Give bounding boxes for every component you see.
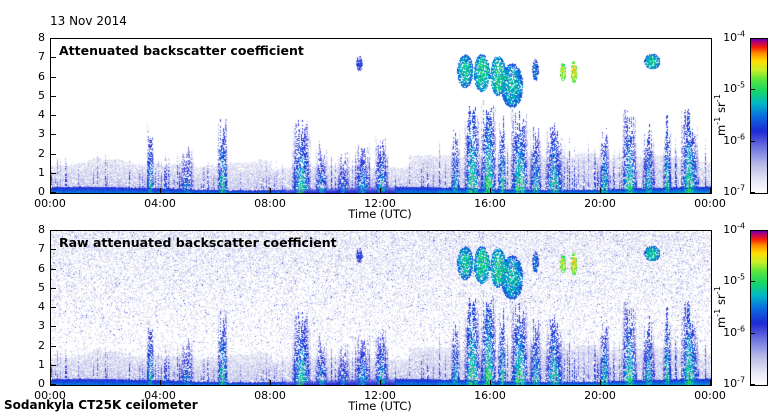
colorbar-unit-text-bottom: m-1 sr-1 (712, 285, 729, 329)
x-tick-label: 00:00 (34, 389, 66, 402)
colorbar-tick-mark (751, 230, 755, 231)
colorbar-unit-text-top: m-1 sr-1 (712, 93, 729, 137)
y-tick-mark (51, 173, 56, 174)
x-tick-mark (380, 188, 381, 193)
y-tick-mark (51, 115, 56, 116)
x-tick-label: 00:00 (694, 389, 726, 402)
y-tick-label: 3 (38, 127, 45, 141)
x-tick-mark (50, 188, 51, 193)
y-tick-label: 6 (38, 261, 45, 275)
y-tick-mark (51, 288, 56, 289)
x-tick-mark (600, 380, 601, 385)
y-tick-label: 8 (38, 223, 45, 236)
y-tick-mark (51, 230, 56, 231)
y-tick-label: 7 (38, 50, 45, 64)
colorbar-tick-label: 10-4 (723, 29, 745, 44)
y-tick-label: 2 (38, 146, 45, 160)
x-tick-label: 20:00 (584, 197, 616, 210)
y-tick-label: 5 (38, 88, 45, 102)
colorbar-tick-mark (751, 89, 755, 90)
x-tick-label: 12:00 (364, 389, 396, 402)
panel-attenuated-backscatter: Attenuated backscatter coefficient (50, 38, 712, 194)
y-tick-mark (51, 57, 56, 58)
y-tick-label: 0 (38, 185, 45, 198)
footer-caption: Sodankyla CT25K ceilometer (4, 398, 198, 412)
y-tick-mark (51, 249, 56, 250)
y-tick-mark (51, 365, 56, 366)
y-tick-label: 7 (38, 242, 45, 256)
y-tick-mark (51, 269, 56, 270)
colorbar-gradient-top (751, 39, 767, 193)
x-tick-mark (270, 188, 271, 193)
colorbar-bottom (750, 230, 768, 386)
x-tick-label: 08:00 (254, 389, 286, 402)
y-tick-label: 1 (38, 357, 45, 371)
y-tick-mark (51, 77, 56, 78)
x-tick-label: 00:00 (694, 197, 726, 210)
y-tick-mark (51, 38, 56, 39)
colorbar-tick-label: 10-5 (723, 80, 745, 96)
x-tick-mark (50, 380, 51, 385)
colorbar-tick-mark (751, 384, 755, 385)
colorbar-tick-label: 10-4 (723, 221, 745, 236)
x-axis-title-bottom: Time (UTC) (348, 399, 412, 413)
x-tick-mark (160, 188, 161, 193)
x-tick-mark (380, 380, 381, 385)
x-tick-label: 16:00 (474, 389, 506, 402)
y-tick-label: 2 (38, 338, 45, 352)
x-axis-title-top: Time (UTC) (348, 207, 412, 221)
y-tick-label: 4 (38, 108, 45, 121)
colorbar-tick-mark (751, 141, 755, 142)
y-tick-mark (51, 307, 56, 308)
y-tick-mark (51, 192, 56, 193)
colorbar-tick-label: 10-5 (723, 272, 745, 288)
panel-raw-attenuated-backscatter: Raw attenuated backscatter coefficient (50, 230, 712, 386)
x-tick-label: 08:00 (254, 197, 286, 210)
x-tick-label: 20:00 (584, 389, 616, 402)
x-tick-mark (490, 380, 491, 385)
y-tick-mark (51, 346, 56, 347)
y-tick-label: 4 (38, 300, 45, 313)
x-tick-mark (600, 188, 601, 193)
colorbar-tick-label: 10-7 (723, 375, 745, 390)
y-tick-mark (51, 154, 56, 155)
colorbar-tick-mark (751, 281, 755, 282)
y-tick-mark (51, 134, 56, 135)
y-tick-label: 8 (38, 31, 45, 44)
x-tick-mark (270, 380, 271, 385)
colorbar-tick-label: 10-6 (723, 324, 745, 339)
colorbar-tick-mark (751, 38, 755, 39)
colorbar-unit-top: m-1 sr-1 (712, 93, 729, 137)
x-tick-mark (710, 188, 711, 193)
colorbar-tick-label: 10-6 (723, 132, 745, 147)
y-tick-label: 5 (38, 280, 45, 294)
heatmap-canvas-raw (51, 231, 711, 385)
colorbar-gradient-bottom (751, 231, 767, 385)
y-tick-mark (51, 326, 56, 327)
x-tick-mark (490, 188, 491, 193)
y-tick-label: 3 (38, 319, 45, 333)
x-tick-mark (710, 380, 711, 385)
x-tick-label: 04:00 (144, 389, 176, 402)
colorbar-top (750, 38, 768, 194)
y-tick-mark (51, 384, 56, 385)
y-tick-mark (51, 96, 56, 97)
x-tick-label: 00:00 (34, 197, 66, 210)
x-tick-label: 16:00 (474, 197, 506, 210)
y-tick-label: 6 (38, 69, 45, 83)
colorbar-tick-mark (751, 192, 755, 193)
y-tick-label: 1 (38, 165, 45, 179)
x-tick-mark (160, 380, 161, 385)
x-tick-label: 04:00 (144, 197, 176, 210)
colorbar-unit-bottom: m-1 sr-1 (712, 285, 729, 329)
heatmap-canvas-attenuated (51, 39, 711, 193)
x-tick-label: 12:00 (364, 197, 396, 210)
date-label: 13 Nov 2014 (50, 14, 127, 28)
colorbar-tick-mark (751, 333, 755, 334)
colorbar-tick-label: 10-7 (723, 183, 745, 198)
y-tick-label: 0 (38, 377, 45, 390)
